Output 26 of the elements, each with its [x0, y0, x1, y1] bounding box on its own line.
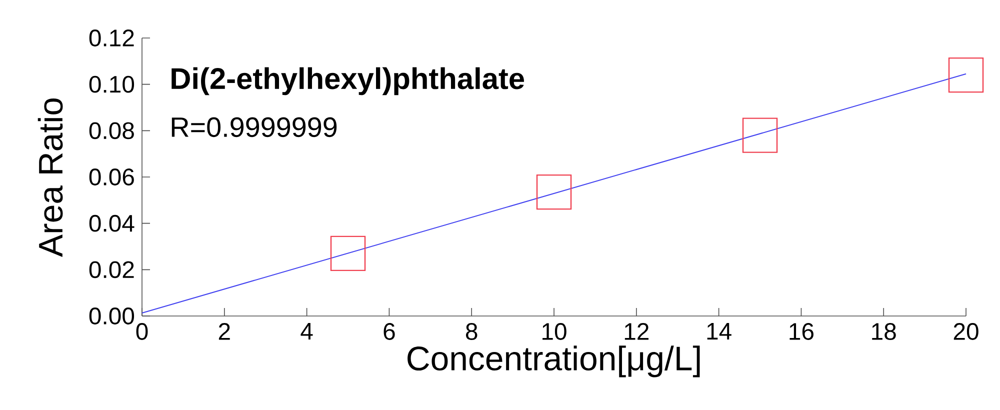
point — [948, 57, 984, 93]
y-tick-label: 0.10 — [89, 76, 134, 93]
x-tick-label: 4 — [300, 323, 313, 340]
point — [536, 174, 572, 210]
text: Di(2-ethylhexyl)phthalate — [172, 67, 524, 96]
x-axis-title: Concentration[μg/L] — [408, 346, 700, 378]
y-tick-label: 0.12 — [89, 30, 134, 46]
y-tick-label: 0.08 — [89, 122, 134, 140]
annotation: R=0.9999999 — [172, 117, 337, 138]
point — [742, 118, 778, 153]
x-tick-label: 0 — [136, 323, 148, 340]
y-axis-title: Area Ratio — [38, 98, 63, 257]
x-tick-label: 12 — [624, 323, 648, 340]
x-tick-label: 16 — [790, 323, 814, 340]
y-tick-label: 0.04 — [89, 214, 134, 232]
y-tick-label: 0.00 — [89, 308, 134, 324]
y-tick-label: 0.02 — [89, 261, 134, 278]
y-tick-label: 0.06 — [89, 168, 134, 186]
x-tick-label: 20 — [954, 323, 978, 340]
x-tick-label: 2 — [218, 323, 230, 340]
x-tick-label: 8 — [466, 323, 478, 340]
x-tick-label: 6 — [384, 323, 395, 340]
x-tick-label: 14 — [707, 323, 732, 340]
x-tick-label: 18 — [872, 323, 896, 340]
x-tick-label: 10 — [542, 323, 566, 340]
point — [330, 236, 366, 272]
